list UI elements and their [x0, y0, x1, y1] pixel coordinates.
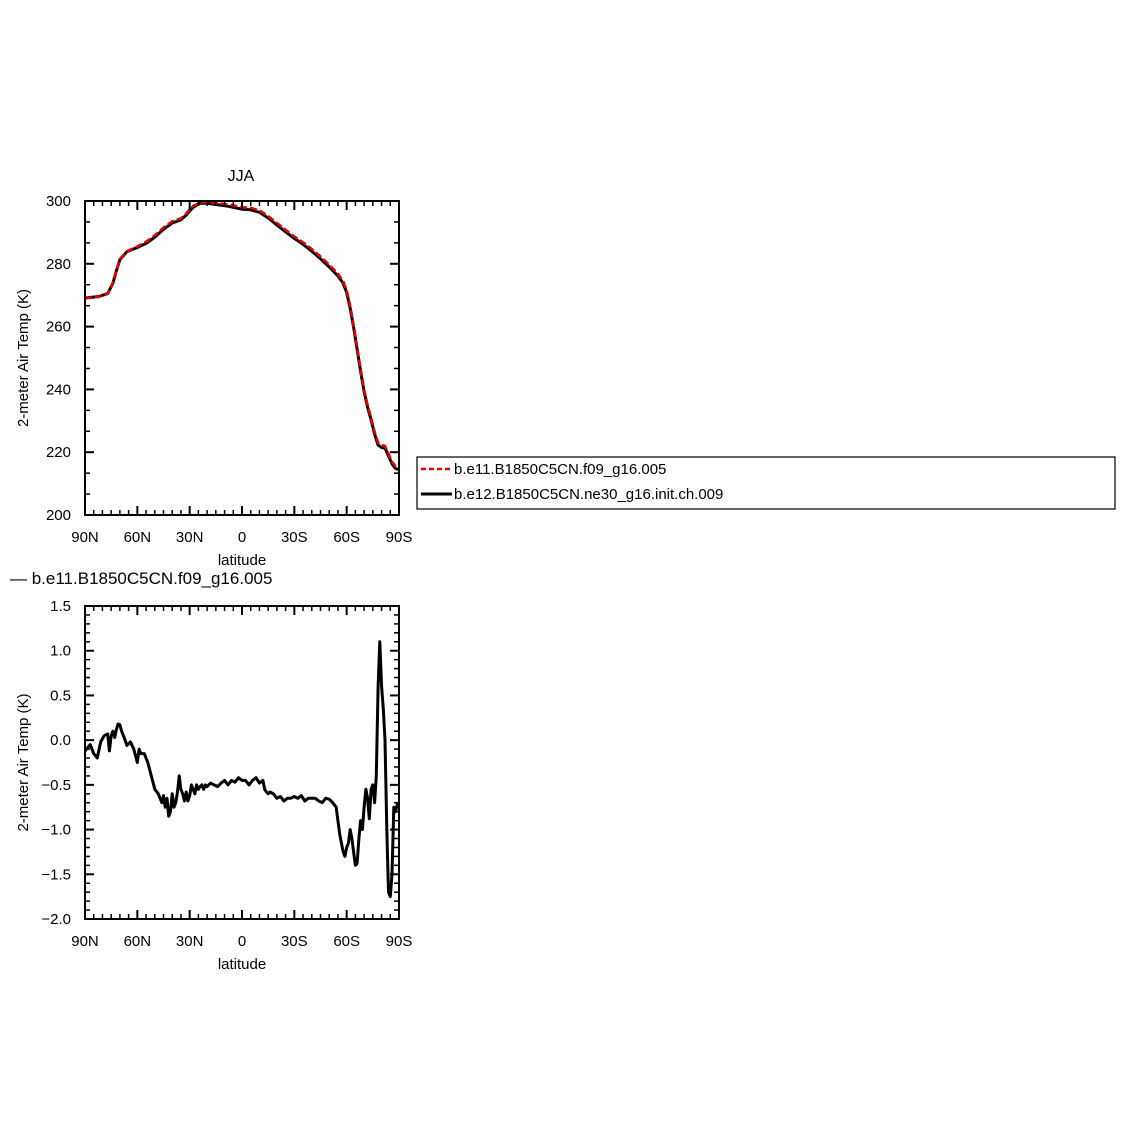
chart-title: — b.e11.B1850C5CN.f09_g16.005 — [10, 569, 272, 588]
y-tick-label: 260 — [46, 319, 71, 336]
y-tick-label: 240 — [46, 381, 71, 398]
y-tick-label: 1.5 — [50, 598, 71, 615]
x-tick-label: 30N — [176, 933, 204, 950]
chart-title: JJA — [228, 168, 255, 185]
x-tick-label: 0 — [238, 933, 246, 950]
x-tick-label: 30N — [176, 529, 204, 546]
x-tick-label: 90S — [386, 933, 413, 950]
top-panel: 90N 60N 30N 0 30S 60S 90S 300 280 260 240 220 200 lat… — [15, 168, 412, 569]
x-tick-label: 30S — [281, 933, 308, 950]
x-tick-label: 60S — [333, 933, 360, 950]
legend: b.e11.B1850C5CN.f09_g16.005 b.e12.B1850C… — [416, 456, 1116, 510]
plot-frame — [84, 605, 400, 920]
x-tick-label: 0 — [238, 529, 246, 546]
y-tick-label: 1.0 — [50, 643, 71, 660]
bottom-panel: 90N 60N 30N 0 30S 60S 90S 1.5 1.0 0.5 0.0 −0.5 −1.0 −… — [10, 569, 412, 973]
y-tick-label: 0.5 — [50, 687, 71, 704]
series-line-0 — [85, 640, 399, 899]
y-tick-label: −1.5 — [41, 866, 71, 883]
y-axis-label: 2-meter Air Temp (K) — [15, 693, 32, 831]
y-tick-label: 220 — [46, 444, 71, 461]
series-line-0 — [85, 201, 399, 469]
y-tick-label: 300 — [46, 193, 71, 210]
x-tick-label: 60S — [333, 529, 360, 546]
y-axis-label: 2-meter Air Temp (K) — [15, 289, 32, 427]
x-tick-label: 60N — [124, 933, 152, 950]
y-tick-label: 0.0 — [50, 732, 71, 749]
legend-label-2: b.e12.B1850C5CN.ne30_g16.init.ch.009 — [454, 486, 723, 503]
x-tick-label: 30S — [281, 529, 308, 546]
x-tick-label: 90N — [71, 933, 99, 950]
x-tick-label: 90S — [386, 529, 413, 546]
series-line-1 — [85, 201, 399, 471]
x-axis-label: latitude — [218, 956, 266, 973]
y-tick-label: −1.0 — [41, 822, 71, 839]
x-tick-label: 90N — [71, 529, 99, 546]
x-axis-label: latitude — [218, 552, 266, 569]
y-tick-label: −0.5 — [41, 777, 71, 794]
y-tick-label: 200 — [46, 507, 71, 524]
legend-label-1: b.e11.B1850C5CN.f09_g16.005 — [454, 461, 666, 478]
legend-box — [416, 456, 1116, 510]
y-tick-label: 280 — [46, 256, 71, 273]
x-tick-label: 60N — [124, 529, 152, 546]
y-tick-label: −2.0 — [41, 911, 71, 928]
